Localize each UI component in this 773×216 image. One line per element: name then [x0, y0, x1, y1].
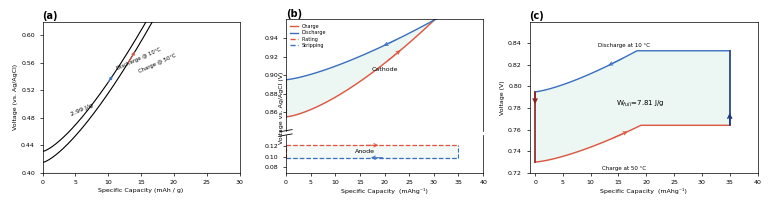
Text: (b): (b): [286, 9, 302, 19]
Y-axis label: Voltage (vs. Ag/AgCl): Voltage (vs. Ag/AgCl): [13, 64, 19, 130]
Text: Anode: Anode: [355, 149, 375, 154]
Text: Discharge at 10 °C: Discharge at 10 °C: [598, 43, 650, 48]
Text: (c): (c): [530, 11, 544, 21]
Y-axis label: Voltage (V): Voltage (V): [500, 80, 506, 114]
Legend: Charge, Discharge, Plating, Stripping: Charge, Discharge, Plating, Stripping: [288, 22, 328, 50]
Text: W$_{full}$=7.81 J/g: W$_{full}$=7.81 J/g: [617, 98, 665, 109]
Text: Discharge @ 10°C: Discharge @ 10°C: [116, 47, 162, 71]
Text: Voltage vs. Ag/AgCl (V): Voltage vs. Ag/AgCl (V): [279, 72, 284, 144]
Text: Charge @ 50°C: Charge @ 50°C: [138, 53, 177, 74]
Text: (a): (a): [43, 11, 58, 21]
X-axis label: Specific Capacity  (mAhg⁻¹): Specific Capacity (mAhg⁻¹): [600, 188, 687, 194]
Text: 2.99 J/g: 2.99 J/g: [70, 102, 94, 117]
X-axis label: Specific Capacity  (mAhg⁻¹): Specific Capacity (mAhg⁻¹): [341, 188, 428, 194]
Text: Cathode: Cathode: [371, 67, 398, 72]
Text: Charge at 50 °C: Charge at 50 °C: [602, 166, 646, 171]
X-axis label: Specific Capacity (mAh / g): Specific Capacity (mAh / g): [98, 188, 184, 193]
